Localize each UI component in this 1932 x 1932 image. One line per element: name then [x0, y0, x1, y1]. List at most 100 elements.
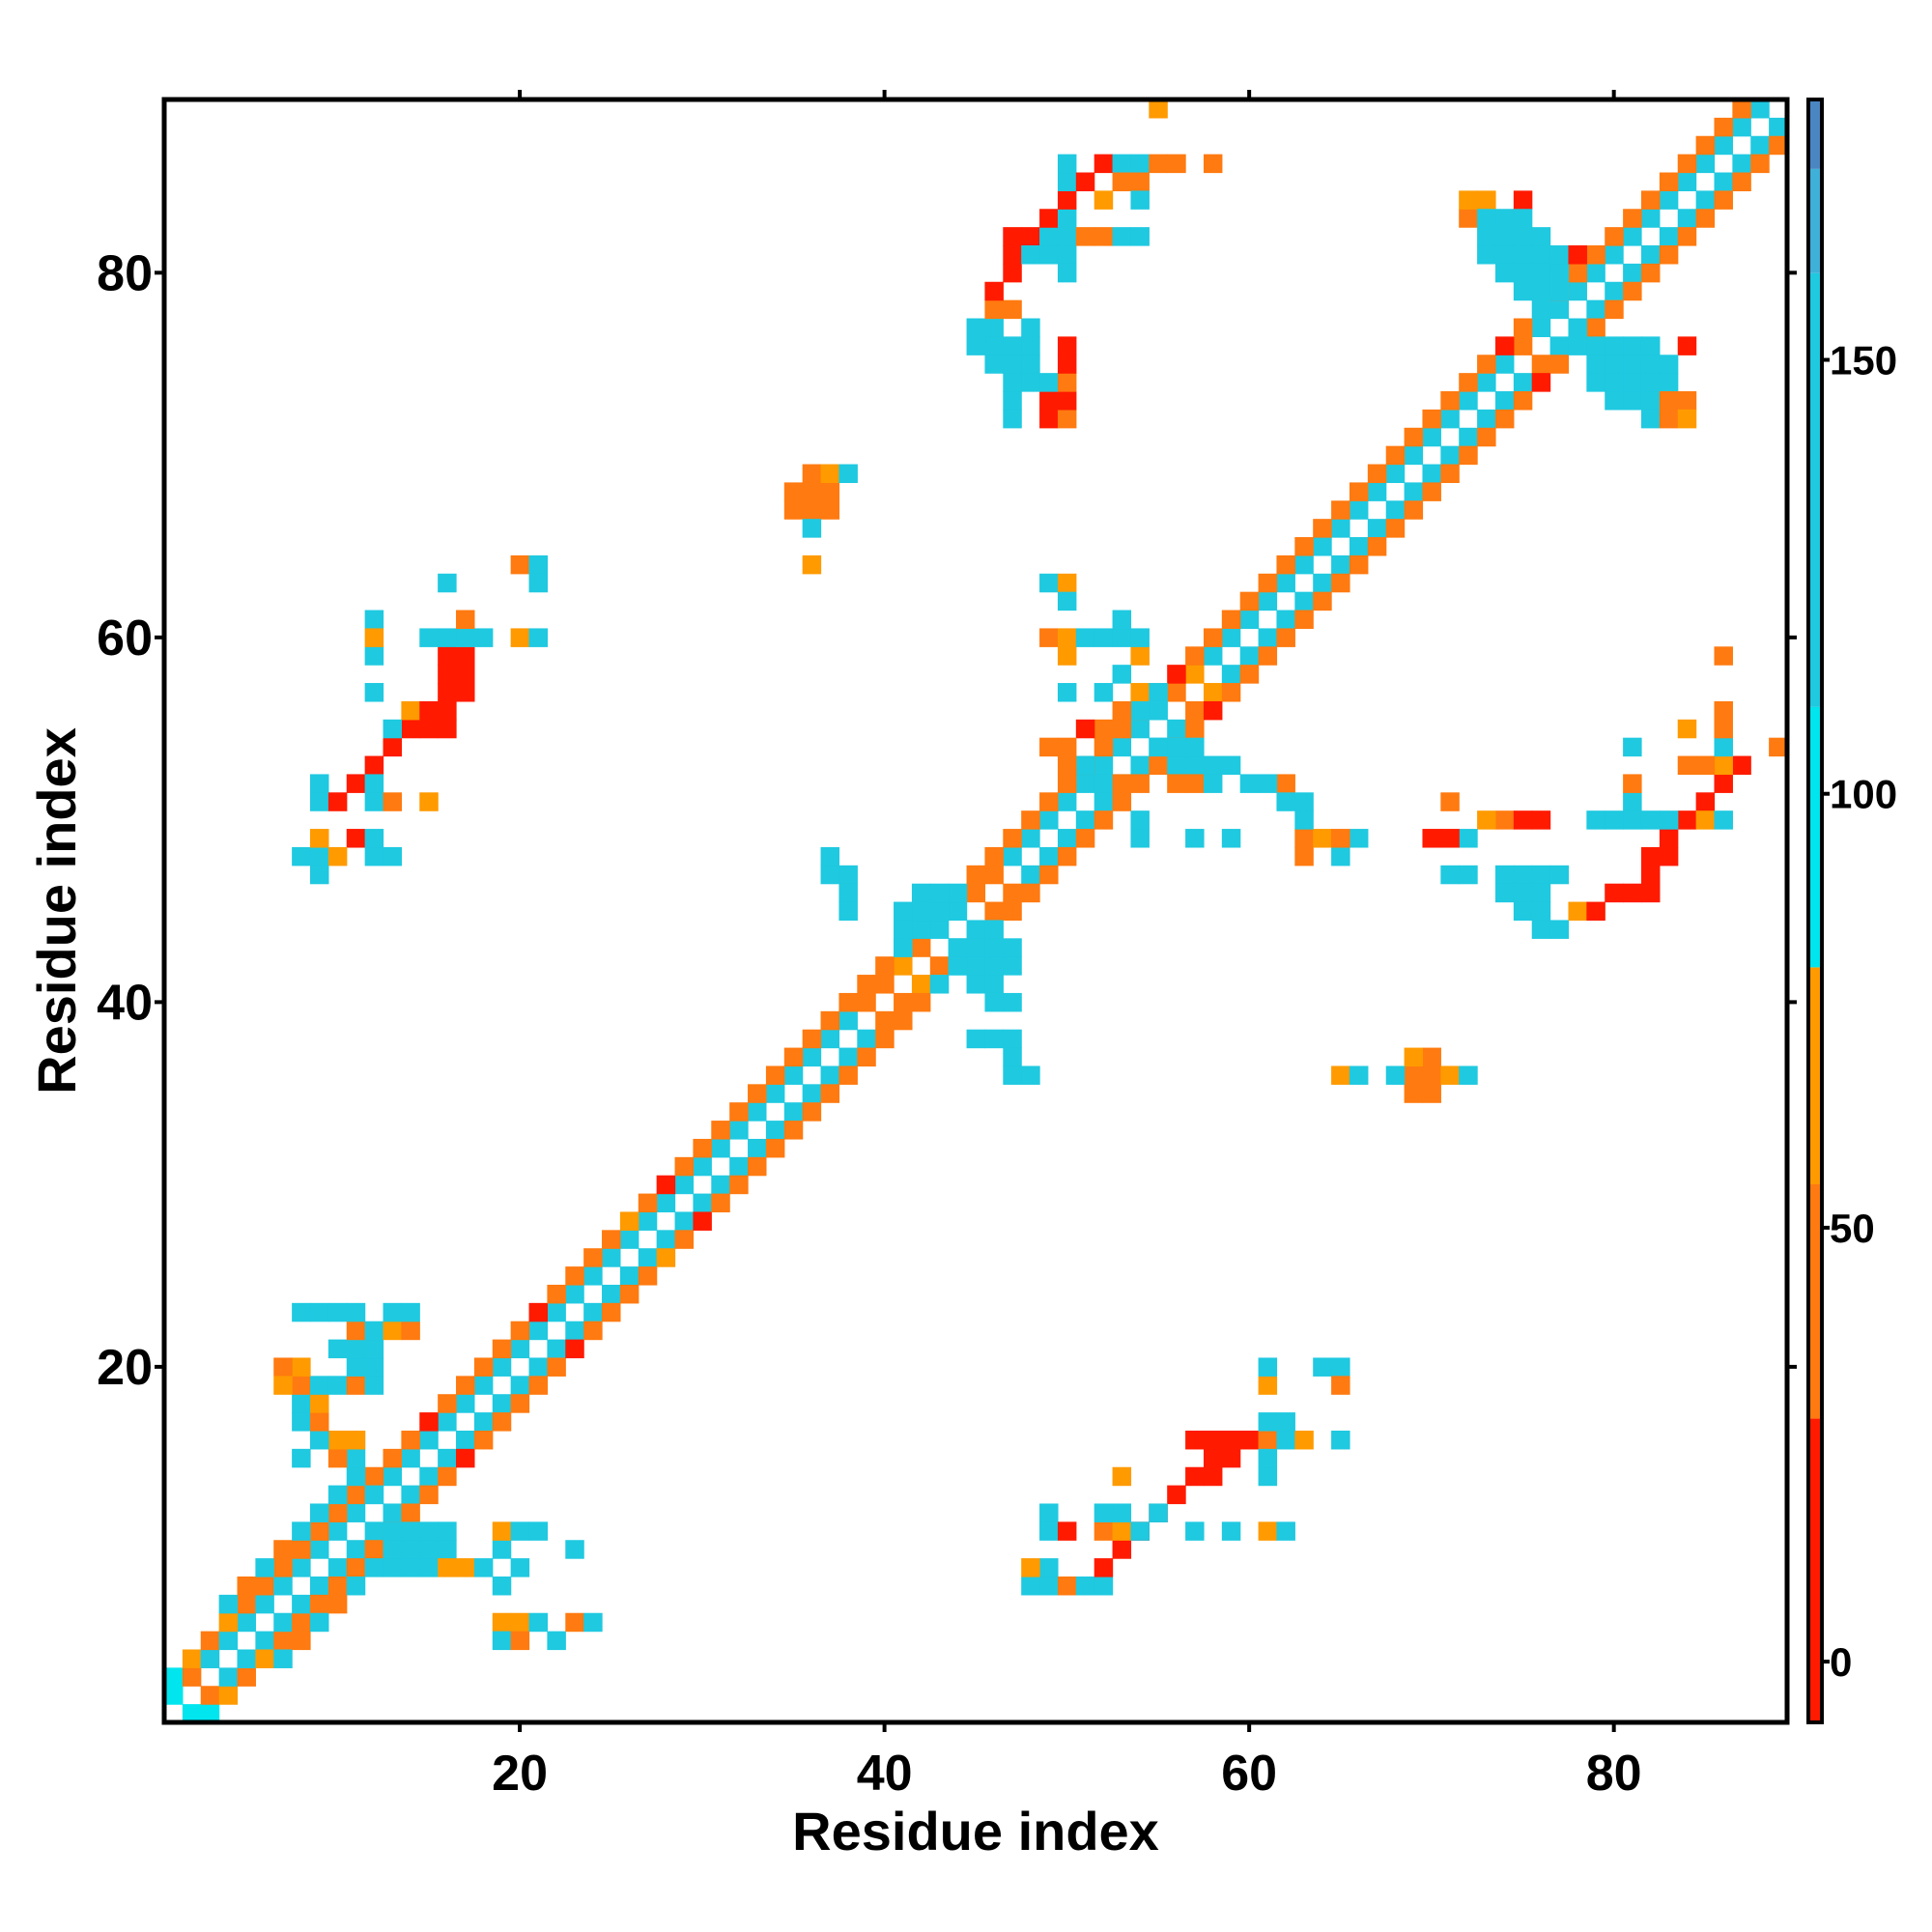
heatmap-cell [528, 1612, 549, 1633]
heatmap-cell [1221, 755, 1241, 776]
heatmap-cell [1075, 628, 1095, 647]
heatmap-cell [438, 665, 457, 684]
heatmap-cell [327, 1558, 348, 1577]
heatmap-cell [528, 554, 549, 575]
heatmap-cell [1094, 810, 1114, 830]
heatmap-cell [1677, 336, 1697, 355]
heatmap-cell [1659, 846, 1679, 867]
heatmap-cell [1021, 1065, 1040, 1085]
heatmap-cell [1640, 336, 1661, 355]
heatmap-cell [1185, 829, 1205, 848]
heatmap-cell [1385, 445, 1406, 466]
heatmap-cell [364, 1466, 384, 1487]
heatmap-cell [1640, 190, 1661, 210]
heatmap-cell [1039, 373, 1059, 392]
heatmap-cell [1349, 1065, 1369, 1085]
heatmap-cell [1075, 774, 1095, 793]
heatmap-cell [1422, 409, 1441, 429]
heatmap-cell [1459, 373, 1478, 392]
heatmap-cell [1039, 1503, 1059, 1522]
heatmap-cell [765, 1121, 785, 1140]
heatmap-cell [1221, 665, 1241, 684]
heatmap-cell [438, 573, 457, 593]
heatmap-cell [1313, 591, 1332, 611]
heatmap-cell [1640, 391, 1661, 411]
heatmap-cell [1039, 846, 1059, 867]
heatmap-cell [656, 1193, 676, 1213]
heatmap-cell [1057, 737, 1077, 757]
heatmap-cell [1459, 391, 1478, 411]
heatmap-cell [656, 1175, 676, 1195]
heatmap-cell [1094, 737, 1114, 757]
heatmap-cell [820, 1065, 840, 1085]
heatmap-cell [693, 1193, 712, 1213]
heatmap-cell [966, 883, 986, 903]
heatmap-cell [1714, 135, 1733, 156]
heatmap-cell [1640, 373, 1661, 392]
heatmap-cell [1531, 373, 1551, 392]
heatmap-cell [310, 774, 329, 793]
heatmap-cell [310, 829, 329, 848]
heatmap-cell [802, 1084, 822, 1103]
heatmap-cell [401, 1485, 420, 1505]
heatmap-cell [1513, 281, 1533, 301]
heatmap-cell [748, 1138, 767, 1158]
heatmap-cell [638, 1193, 658, 1213]
heatmap-cell [711, 1175, 730, 1195]
x-axis-label: Residue index [792, 1801, 1159, 1861]
heatmap-cell [510, 1376, 530, 1395]
heatmap-cell [1112, 1503, 1132, 1522]
heatmap-cell [364, 774, 384, 793]
heatmap-cell [346, 1339, 366, 1359]
heatmap-cell [729, 1102, 749, 1122]
heatmap-cell [1586, 245, 1605, 265]
heatmap-cell [1568, 281, 1587, 301]
heatmap-cell [547, 1631, 566, 1651]
heatmap-cell [1677, 172, 1697, 191]
heatmap-cell [1039, 1521, 1059, 1541]
heatmap-cell [218, 1594, 239, 1614]
heatmap-cell [492, 1357, 512, 1377]
heatmap-cell [1695, 209, 1716, 228]
heatmap-cell [1112, 719, 1132, 739]
heatmap-cell [1003, 263, 1022, 283]
heatmap-cell [1404, 500, 1424, 520]
heatmap-cell [528, 1302, 549, 1322]
heatmap-cell [619, 1230, 639, 1249]
heatmap-cell [1549, 299, 1570, 320]
heatmap-cell [1349, 829, 1369, 848]
heatmap-cell [1640, 810, 1661, 830]
heatmap-cell [911, 975, 931, 994]
heatmap-cell [1677, 810, 1697, 830]
heatmap-cell [346, 774, 366, 793]
heatmap-cell [327, 1302, 348, 1322]
heatmap-cell [218, 1686, 239, 1705]
heatmap-cell [273, 1376, 293, 1395]
heatmap-cell [1075, 719, 1095, 739]
heatmap-cell [1640, 883, 1661, 903]
heatmap-cell [1221, 610, 1241, 630]
heatmap-cell [1659, 373, 1679, 392]
heatmap-cell [1367, 537, 1387, 556]
heatmap-cell [1477, 409, 1496, 429]
heatmap-cell [528, 1521, 549, 1541]
heatmap-cell [1659, 227, 1679, 246]
heatmap-cell [838, 992, 858, 1012]
heatmap-cell [1057, 646, 1077, 666]
heatmap-cell [1513, 318, 1533, 337]
heatmap-cell [1276, 573, 1295, 593]
heatmap-cell [1605, 227, 1624, 246]
heatmap-cell [1404, 482, 1424, 501]
heatmap-cell [1331, 500, 1350, 520]
heatmap-cell [1623, 355, 1642, 374]
heatmap-cell [1494, 810, 1515, 830]
heatmap-cell [966, 975, 986, 994]
heatmap-cell [346, 1576, 366, 1596]
heatmap-cell [510, 1521, 530, 1541]
heatmap-cell [528, 1321, 549, 1341]
heatmap-cell [310, 865, 329, 885]
heatmap-cell [510, 1321, 530, 1341]
heatmap-cell [1513, 336, 1533, 355]
heatmap-cell [1003, 1065, 1022, 1085]
heatmap-cell [1276, 1412, 1295, 1432]
